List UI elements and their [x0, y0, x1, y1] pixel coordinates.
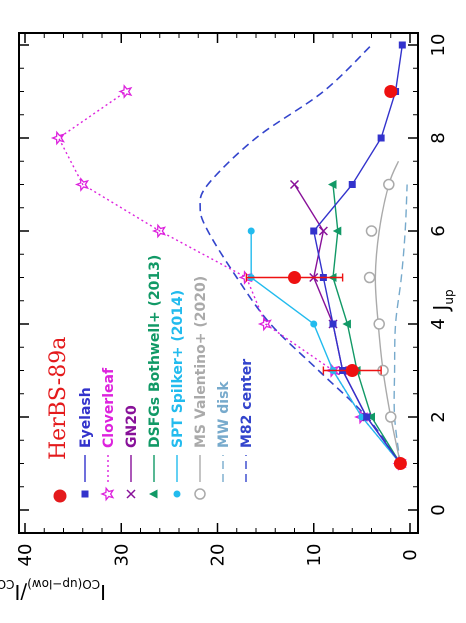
legend-title-marker	[53, 489, 67, 503]
data-point-spt	[247, 227, 255, 235]
y-axis-title-main-a: I	[100, 580, 106, 604]
y-tick-label: 20	[208, 544, 229, 567]
data-point-ms	[363, 271, 376, 284]
y-axis-title-main-b: I	[14, 580, 20, 604]
data-point-ms	[373, 318, 385, 330]
legend-label-ms: MS Valentino+ (2020)	[193, 276, 209, 448]
data-point-eyelash	[329, 320, 337, 328]
series-layer	[50, 41, 408, 471]
legend-marker-herbs	[53, 489, 67, 503]
data-point-spt	[310, 320, 318, 328]
data-point-dsfg	[332, 226, 342, 236]
data-point-herbs	[384, 85, 398, 98]
data-point-eyelash	[377, 134, 385, 142]
series-m82	[199, 44, 402, 464]
tick-labels: 0 2 4 6 8 10 0 10 20 30 40	[15, 34, 449, 567]
data-point-ms	[365, 225, 378, 237]
y-axis-title: ICO(up−low)/ICO(1−0)	[0, 577, 106, 604]
series-line-eyelash	[312, 44, 403, 464]
legend-marker-gn20	[126, 489, 136, 499]
series-eyelash	[310, 41, 406, 467]
legend-item-mw: MW disk	[216, 381, 232, 482]
data-point-cloverleaf	[118, 84, 133, 99]
svg-text:Jup: Jup	[429, 289, 456, 312]
data-point-cloverleaf	[74, 177, 90, 192]
data-point-dsfg	[328, 180, 337, 189]
data-point-herbs	[393, 457, 407, 470]
legend-label-eyelash: Eyelash	[78, 387, 94, 448]
x-tick-label: 4	[428, 318, 449, 329]
y-tick-label: 40	[15, 544, 36, 567]
y-axis-title-sub-a: CO(up−low)	[27, 577, 100, 591]
legend-marker-eyelash	[81, 490, 89, 498]
legend-marker-spt	[173, 490, 181, 498]
legend-label-cloverleaf: Cloverleaf	[101, 367, 117, 448]
series-mw	[393, 184, 408, 464]
legend-label-spt: SPT Spilker+ (2014)	[170, 290, 186, 448]
y-axis-title-sub-b: CO(1−0)	[0, 577, 14, 591]
series-line-cloverleaf	[57, 90, 401, 464]
data-point-cloverleaf	[257, 316, 272, 332]
x-axis-title-main: J	[429, 305, 453, 313]
y-tick-label: 10	[304, 544, 325, 567]
legend-marker-ms	[194, 488, 206, 500]
x-axis-title: Jup	[429, 289, 456, 312]
svg-text:ICO(up−low)/ICO(1−0): ICO(up−low)/ICO(1−0)	[0, 577, 106, 604]
x-tick-label: 8	[428, 132, 449, 143]
legend-item-dsfg: DSFGs Bothwell+ (2013)	[147, 255, 163, 499]
data-point-cloverleaf	[151, 223, 167, 239]
legend-marker-cloverleaf	[100, 486, 115, 502]
legend-label-gn20: GN20	[124, 405, 140, 448]
data-point-herbs	[288, 271, 301, 284]
x-axis-title-sub: up	[442, 289, 456, 304]
data-point-herbs	[345, 364, 359, 377]
legend-label-mw: MW disk	[216, 381, 232, 448]
plot-frame	[18, 32, 419, 534]
data-point-eyelash	[398, 41, 406, 49]
data-point-ms	[383, 178, 395, 191]
y-tick-label: 0	[400, 549, 421, 560]
data-point-gn20	[289, 179, 300, 190]
legend-marker-dsfg	[149, 489, 158, 499]
legend-item-ms: MS Valentino+ (2020)	[193, 276, 209, 500]
data-point-gn20	[318, 226, 328, 236]
data-point-eyelash	[348, 181, 356, 188]
data-point-eyelash	[310, 227, 318, 235]
legend-item-spt: SPT Spilker+ (2014)	[170, 290, 186, 498]
x-tick-label: 6	[428, 225, 449, 236]
x-tick-label: 2	[428, 411, 449, 422]
legend-label-m82: M82 center	[239, 359, 255, 448]
legend-item-cloverleaf: Cloverleaf	[100, 367, 117, 502]
x-tick-label: 10	[428, 34, 449, 57]
series-line-m82	[199, 44, 402, 464]
data-point-ms	[385, 411, 397, 423]
legend-item-gn20: GN20	[124, 405, 140, 499]
data-point-eyelash	[363, 413, 371, 421]
legend-label-dsfg: DSFGs Bothwell+ (2013)	[147, 255, 163, 448]
data-point-dsfg	[342, 319, 351, 329]
legend-item-eyelash: Eyelash	[78, 387, 94, 498]
data-point-cloverleaf	[50, 130, 65, 146]
legend-title: HerBS-89a	[46, 337, 71, 460]
data-point-dsfg	[366, 412, 375, 422]
legend-item-m82: M82 center	[239, 359, 255, 482]
series-line-spt	[250, 231, 401, 464]
axis-ticks	[19, 33, 418, 533]
y-axis-title-slash: /	[20, 580, 27, 604]
series-herbs	[245, 85, 407, 470]
legend: HerBS-89a Eyelash Cloverleaf GN20 DSFGs Both…	[46, 255, 255, 503]
x-tick-label: 0	[428, 504, 449, 515]
series-line-mw	[393, 184, 408, 464]
y-tick-label: 30	[111, 544, 132, 567]
